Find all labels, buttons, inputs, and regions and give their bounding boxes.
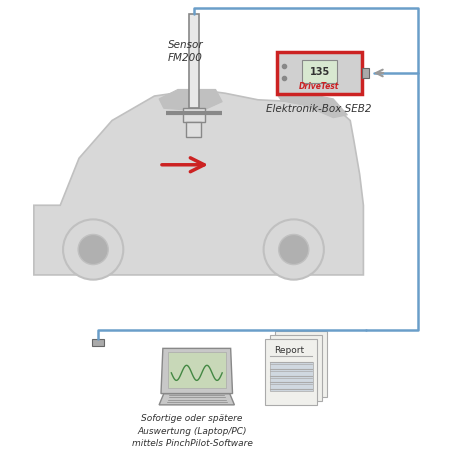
FancyBboxPatch shape	[189, 14, 198, 108]
Text: 135: 135	[310, 67, 330, 76]
Polygon shape	[159, 90, 222, 111]
FancyBboxPatch shape	[167, 352, 226, 388]
Text: Report: Report	[274, 346, 304, 356]
FancyBboxPatch shape	[266, 339, 317, 405]
FancyBboxPatch shape	[270, 363, 313, 391]
FancyBboxPatch shape	[270, 335, 322, 401]
Polygon shape	[34, 91, 364, 275]
Circle shape	[63, 220, 123, 279]
Circle shape	[264, 220, 324, 279]
Circle shape	[279, 234, 309, 265]
FancyBboxPatch shape	[302, 60, 337, 83]
Polygon shape	[159, 394, 234, 405]
FancyBboxPatch shape	[275, 332, 327, 397]
FancyBboxPatch shape	[92, 339, 104, 347]
Polygon shape	[161, 348, 233, 394]
FancyBboxPatch shape	[277, 52, 361, 94]
FancyBboxPatch shape	[183, 108, 205, 122]
Text: Sensor
FM200: Sensor FM200	[167, 40, 203, 63]
Text: DriveTest: DriveTest	[299, 82, 339, 91]
Text: Sofortige oder spätere
Auswertung (Laptop/PC)
mittels PinchPilot-Software: Sofortige oder spätere Auswertung (Lapto…	[131, 414, 252, 448]
FancyBboxPatch shape	[361, 68, 369, 78]
FancyBboxPatch shape	[186, 122, 202, 136]
Polygon shape	[277, 93, 347, 118]
Text: Elektronik-Box SEB2: Elektronik-Box SEB2	[266, 104, 372, 113]
Circle shape	[78, 234, 108, 265]
